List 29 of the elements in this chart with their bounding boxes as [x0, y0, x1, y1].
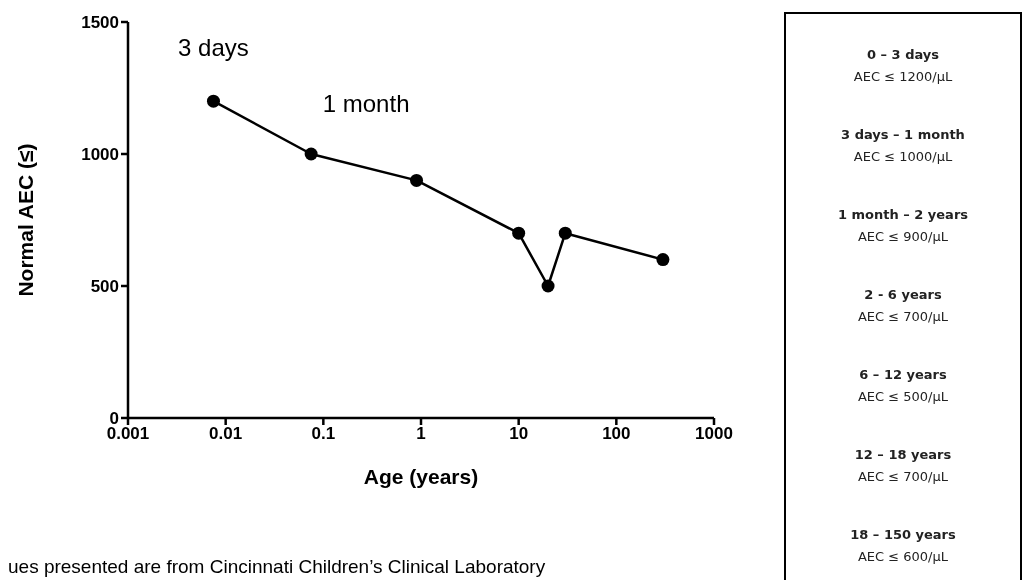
annotation: 3 days [178, 34, 249, 62]
x-tick-label: 100 [602, 424, 631, 444]
y-tick-label: 500 [90, 277, 119, 297]
x-tick-label: 0.1 [311, 424, 336, 444]
text: AEC ≤ 1200/μL [852, 68, 954, 86]
x-tick-label: 10 [509, 424, 529, 444]
text: ues presented are from Cincinnati Children’s Clinical Laboratory [8, 556, 546, 578]
text: AEC ≤ 700/μL [856, 468, 950, 486]
text: 18 – 150 years [849, 526, 957, 544]
annotation: 1 month [322, 90, 410, 117]
x-tick-label: 0.01 [209, 424, 243, 444]
y-tick-label: 1000 [81, 145, 119, 165]
text: 3 days – 1 month [840, 126, 966, 144]
text: AEC ≤ 900/μL [856, 228, 950, 246]
x-axis-title: Age (years) [363, 465, 479, 488]
text: AEC ≤ 500/μL [856, 388, 950, 406]
text: 6 – 12 years [858, 366, 948, 384]
text: 0 – 3 days [865, 46, 941, 64]
x-tick-label: 0.001 [106, 424, 150, 444]
x-tick-label: 1 [416, 424, 426, 444]
y-tick-label: 1500 [81, 13, 119, 33]
y-axis-title: Normal AEC (≤) [14, 143, 38, 297]
text: AEC ≤ 1000/μL [852, 148, 954, 166]
text: AEC ≤ 600/μL [856, 548, 950, 566]
text: 1 month – 2 years [836, 206, 970, 224]
x-tick-label: 1000 [695, 424, 733, 444]
text: 2 - 6 years [863, 286, 943, 304]
text: AEC ≤ 700/μL [856, 308, 950, 326]
text: 12 – 18 years [853, 446, 953, 464]
